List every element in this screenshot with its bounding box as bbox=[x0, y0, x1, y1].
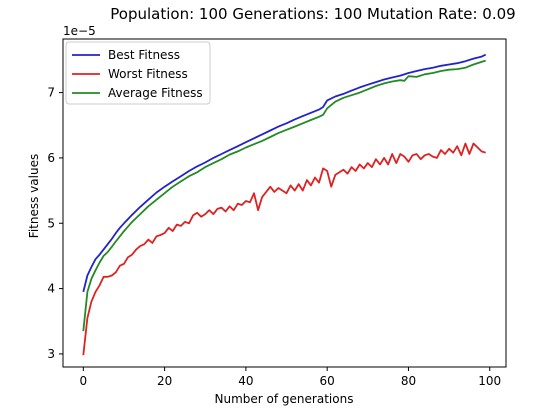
y-tick-label: 4 bbox=[47, 282, 55, 296]
legend: Best Fitness Worst Fitness Average Fitness bbox=[65, 41, 211, 105]
series-lines bbox=[82, 53, 487, 356]
legend-label-average-fitness: Average Fitness bbox=[108, 86, 203, 100]
y-tick-label: 6 bbox=[47, 151, 55, 165]
x-tick-label: 40 bbox=[238, 374, 253, 388]
y-axis-offset-label: 1e−5 bbox=[63, 24, 96, 38]
series-line-best-fitness bbox=[82, 53, 487, 293]
series-line-worst-fitness bbox=[82, 142, 486, 356]
y-axis-label: Fitness values bbox=[27, 154, 41, 238]
chart-title: Population: 100 Generations: 100 Mutatio… bbox=[110, 5, 515, 23]
x-tick-label: 60 bbox=[320, 374, 335, 388]
x-axis-ticks: 0 20 40 60 80 100 bbox=[80, 367, 501, 388]
x-tick-label: 100 bbox=[478, 374, 501, 388]
legend-label-best-fitness: Best Fitness bbox=[108, 48, 180, 62]
legend-box bbox=[65, 41, 211, 105]
x-axis-label: Number of generations bbox=[215, 392, 354, 406]
y-tick-label: 3 bbox=[47, 347, 55, 361]
x-tick-label: 80 bbox=[401, 374, 416, 388]
y-axis-ticks: 3 4 5 6 7 bbox=[47, 86, 63, 361]
y-tick-label: 7 bbox=[47, 86, 55, 100]
x-tick-label: 0 bbox=[80, 374, 88, 388]
x-tick-label: 20 bbox=[157, 374, 172, 388]
y-tick-label: 5 bbox=[47, 216, 55, 230]
series-line-average-fitness bbox=[82, 59, 486, 332]
plot-area bbox=[62, 38, 507, 368]
legend-label-worst-fitness: Worst Fitness bbox=[108, 67, 188, 81]
